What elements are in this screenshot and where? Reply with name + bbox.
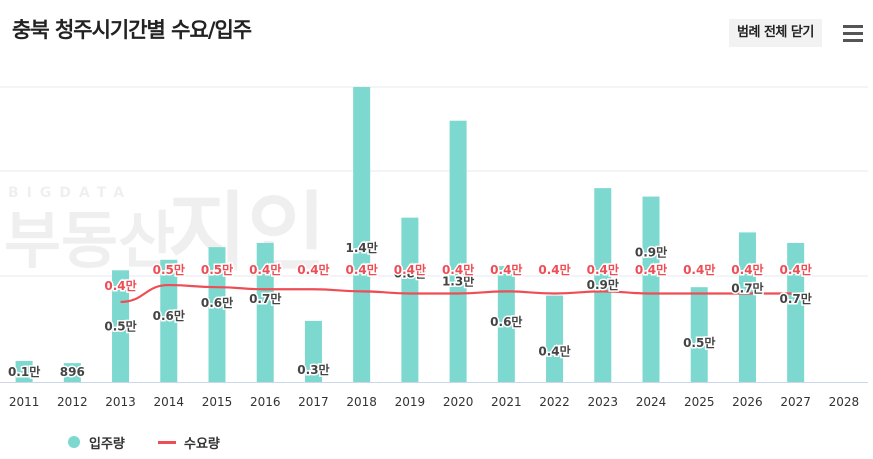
x-tick-label: 2016 <box>250 395 281 409</box>
bar-data-label: 896 <box>60 365 85 379</box>
bar-data-label: 0.7만 <box>731 280 763 295</box>
legend-label-demand: 수요량 <box>184 436 220 452</box>
line-data-label: 0.4만 <box>346 262 378 277</box>
x-tick-label: 2026 <box>732 395 763 409</box>
x-tick-label: 2020 <box>443 395 474 409</box>
x-tick-label: 2017 <box>298 395 329 409</box>
x-tick-label: 2018 <box>346 395 377 409</box>
legend-label-supply: 입주량 <box>89 436 125 452</box>
bar-data-label: 0.9만 <box>635 245 667 260</box>
x-tick-label: 2025 <box>684 395 715 409</box>
bar-data-label: 0.1만 <box>8 364 40 379</box>
line-data-label: 0.4만 <box>249 262 281 277</box>
line-data-label: 0.4만 <box>587 262 619 277</box>
bar-supply[interactable] <box>690 287 708 382</box>
bar-data-label: 1.3만 <box>442 274 474 289</box>
bar-supply[interactable] <box>594 188 612 382</box>
bar-data-label: 0.8만 <box>394 266 426 281</box>
hamburger-menu-icon[interactable] <box>843 25 863 43</box>
bar-supply[interactable] <box>787 242 805 382</box>
x-tick-label: 2027 <box>780 395 811 409</box>
bar-supply[interactable] <box>353 87 371 382</box>
chart-title: 충북 청주시기간별 수요/입주 <box>12 18 252 42</box>
bar-supply[interactable] <box>112 270 130 382</box>
x-tick-label: 2012 <box>57 395 88 409</box>
x-tick-label: 2023 <box>588 395 619 409</box>
line-data-label: 0.4만 <box>297 262 329 277</box>
line-data-label: 0.5만 <box>153 262 185 277</box>
legend-item-demand[interactable]: 수요량 <box>158 433 220 452</box>
x-tick-label: 2028 <box>829 395 860 409</box>
legend-item-supply[interactable]: 입주량 <box>68 433 125 452</box>
svg-text:BIGDATA: BIGDATA <box>8 185 132 201</box>
x-tick-label: 2022 <box>539 395 570 409</box>
line-data-label: 0.4만 <box>104 278 136 293</box>
bar-data-label: 0.7만 <box>249 291 281 306</box>
bar-supply[interactable] <box>546 295 564 382</box>
line-data-label: 0.5만 <box>201 262 233 277</box>
x-tick-label: 2011 <box>9 395 40 409</box>
bar-supply[interactable] <box>63 363 81 382</box>
legend-swatch-supply <box>68 436 80 448</box>
bar-supply[interactable] <box>15 360 33 382</box>
line-data-label: 0.4만 <box>394 262 426 277</box>
x-tick-label: 2021 <box>491 395 522 409</box>
bar-supply[interactable] <box>449 120 467 382</box>
x-tick-label: 2019 <box>395 395 426 409</box>
line-data-label: 0.4만 <box>683 262 715 277</box>
demand-line[interactable] <box>120 283 796 304</box>
bar-data-label: 0.5만 <box>683 335 715 350</box>
line-data-label: 0.4만 <box>780 262 812 277</box>
bar-data-label: 0.7만 <box>780 291 812 306</box>
line-data-label: 0.4만 <box>490 262 522 277</box>
legend-close-all-button[interactable]: 범례 전체 닫기 <box>729 19 822 47</box>
line-data-label: 0.4만 <box>442 262 474 277</box>
x-tick-label: 2015 <box>202 395 233 409</box>
line-data-label: 0.4만 <box>538 262 570 277</box>
bar-supply[interactable] <box>304 320 322 382</box>
bar-supply[interactable] <box>738 232 756 382</box>
bar-data-label: 0.6만 <box>153 308 185 323</box>
bar-data-label: 0.6만 <box>201 295 233 310</box>
bar-data-label: 0.3만 <box>297 362 329 377</box>
svg-text:지인: 지인 <box>168 183 326 283</box>
x-tick-label: 2014 <box>154 395 185 409</box>
svg-text:부동산: 부동산 <box>4 204 175 277</box>
bar-data-label: 0.4만 <box>538 344 570 359</box>
bar-supply[interactable] <box>497 266 515 382</box>
bar-data-label: 0.5만 <box>104 318 136 333</box>
watermark-logo: BIGDATA 부동산 지인 <box>4 183 326 283</box>
line-data-label: 0.4만 <box>635 262 667 277</box>
bar-data-label: 0.6만 <box>490 314 522 329</box>
bar-supply[interactable] <box>256 242 274 382</box>
line-data-label: 0.4만 <box>731 262 763 277</box>
bar-data-label: 0.9만 <box>587 277 619 292</box>
chart-svg: BIGDATA 부동산 지인 0.1만 896 0.5만 0.6만 0.6만 0.7만 0.… <box>0 86 868 409</box>
bar-data-label: 1.4만 <box>346 240 378 255</box>
x-tick-label: 2013 <box>105 395 136 409</box>
bar-supply[interactable] <box>401 217 419 382</box>
bar-supply[interactable] <box>642 196 660 382</box>
bar-supply[interactable] <box>208 247 226 382</box>
legend-swatch-demand <box>158 440 176 444</box>
bar-supply[interactable] <box>160 259 178 382</box>
x-tick-label: 2024 <box>636 395 667 409</box>
